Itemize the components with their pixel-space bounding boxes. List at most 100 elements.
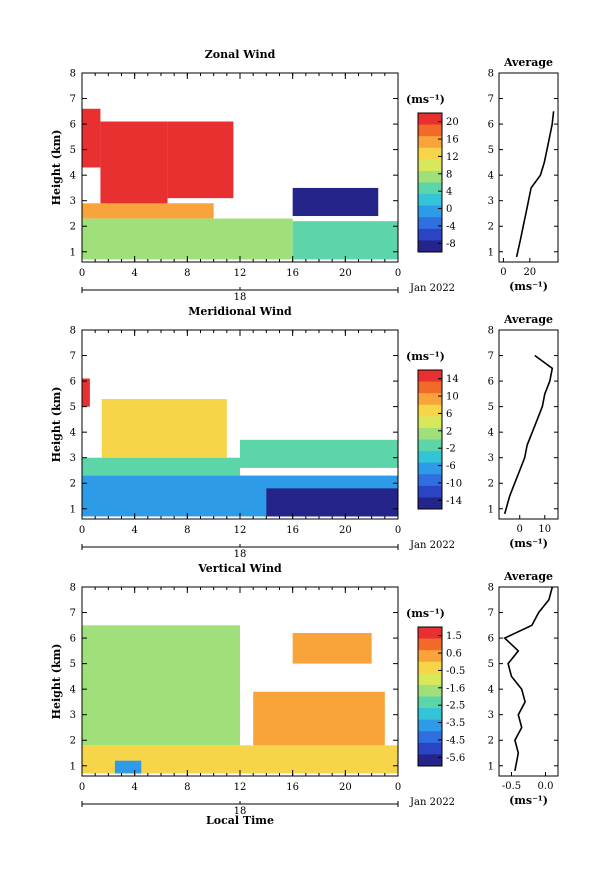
avg-y-tick-label: 1 bbox=[488, 761, 494, 772]
colorbar-swatch bbox=[418, 404, 442, 417]
date-label: Jan 2022 bbox=[409, 283, 455, 294]
average-unit: (ms⁻¹) bbox=[509, 537, 548, 550]
heatmap-cell bbox=[82, 457, 240, 476]
avg-x-tick-label: 0 bbox=[500, 267, 506, 278]
avg-x-tick-label: 10 bbox=[538, 524, 551, 535]
x-tick-label: 8 bbox=[184, 782, 190, 793]
average-frame bbox=[498, 586, 559, 777]
avg-y-tick-label: 6 bbox=[488, 634, 494, 645]
heatmap-cell bbox=[114, 760, 142, 774]
heatmap-cell bbox=[266, 488, 398, 517]
colorbar-tick-label: 1.5 bbox=[446, 631, 462, 642]
colorbar-tick-label: 10 bbox=[446, 392, 459, 403]
x-tick-label: 16 bbox=[286, 268, 299, 279]
avg-y-tick-label: 4 bbox=[488, 428, 494, 439]
avg-y-tick-label: 6 bbox=[488, 377, 494, 388]
panel-title: Vertical Wind bbox=[197, 562, 282, 575]
colorbar-tick-label: 0 bbox=[446, 204, 452, 215]
colorbar-tick-label: 14 bbox=[446, 374, 459, 385]
colorbar-swatch bbox=[418, 136, 442, 149]
colorbar-unit: (ms⁻¹) bbox=[406, 93, 445, 106]
y-tick-label: 5 bbox=[70, 402, 76, 413]
colorbar-tick-label: -1.6 bbox=[446, 683, 465, 694]
heatmap-cell bbox=[82, 108, 101, 168]
average-unit: (ms⁻¹) bbox=[509, 280, 548, 293]
colorbar-tick-label: 8 bbox=[446, 169, 452, 180]
heatmap-cell bbox=[292, 632, 372, 664]
day-label: 18 bbox=[234, 292, 247, 303]
x-tick-label: 4 bbox=[131, 782, 137, 793]
y-tick-label: 7 bbox=[70, 94, 76, 105]
colorbar-swatch bbox=[418, 742, 442, 755]
y-tick-label: 7 bbox=[70, 608, 76, 619]
heatmap-cell bbox=[292, 187, 379, 217]
x-tick-label: 8 bbox=[184, 525, 190, 536]
x-tick-label: 20 bbox=[339, 268, 352, 279]
x-tick-label: 20 bbox=[339, 525, 352, 536]
avg-y-tick-label: 3 bbox=[488, 196, 494, 207]
colorbar-swatch bbox=[418, 638, 442, 651]
y-tick-label: 4 bbox=[70, 685, 76, 696]
colorbar-swatch bbox=[418, 194, 442, 207]
average-frame bbox=[498, 72, 559, 263]
avg-y-tick-label: 7 bbox=[488, 94, 494, 105]
avg-y-tick-label: 1 bbox=[488, 504, 494, 515]
y-tick-label: 6 bbox=[70, 377, 76, 388]
colorbar-swatch bbox=[418, 485, 442, 498]
colorbar-swatch bbox=[418, 673, 442, 686]
heatmap-cell bbox=[101, 398, 227, 458]
colorbar-tick-label: -2.5 bbox=[446, 701, 465, 712]
y-tick-label: 4 bbox=[70, 171, 76, 182]
date-label: Jan 2022 bbox=[409, 540, 455, 551]
colorbar-swatch bbox=[418, 416, 442, 429]
colorbar-unit: (ms⁻¹) bbox=[406, 350, 445, 363]
heatmap-cell bbox=[82, 378, 90, 407]
y-tick-label: 6 bbox=[70, 634, 76, 645]
y-axis-label: Height (km) bbox=[50, 387, 63, 463]
colorbar-swatch bbox=[418, 439, 442, 452]
colorbar-swatch bbox=[418, 159, 442, 172]
colorbar-swatch bbox=[418, 684, 442, 697]
colorbar-frame bbox=[417, 626, 443, 767]
y-tick-label: 2 bbox=[70, 222, 76, 233]
x-tick-label: 0 bbox=[79, 782, 85, 793]
colorbar-swatch bbox=[418, 754, 442, 767]
colorbar-swatch bbox=[418, 205, 442, 218]
panel-title: Meridional Wind bbox=[188, 305, 292, 318]
average-profile-line bbox=[503, 354, 554, 515]
x-tick-label: 4 bbox=[131, 268, 137, 279]
colorbar-swatch bbox=[418, 719, 442, 732]
avg-y-tick-label: 2 bbox=[488, 222, 494, 233]
x-tick-label: 4 bbox=[131, 525, 137, 536]
x-tick-label: 20 bbox=[339, 782, 352, 793]
colorbar-tick-label: 12 bbox=[446, 152, 459, 163]
y-tick-label: 3 bbox=[70, 710, 76, 721]
colorbar-swatch bbox=[418, 627, 442, 640]
avg-y-tick-label: 8 bbox=[488, 69, 494, 80]
avg-y-tick-label: 6 bbox=[488, 120, 494, 131]
colorbar-frame bbox=[417, 112, 443, 253]
average-title: Average bbox=[503, 56, 553, 69]
colorbar-swatch bbox=[418, 170, 442, 183]
colorbar-swatch bbox=[418, 427, 442, 440]
y-axis-label: Height (km) bbox=[50, 644, 63, 720]
avg-y-tick-label: 1 bbox=[488, 247, 494, 258]
average-unit: (ms⁻¹) bbox=[509, 794, 548, 807]
avg-y-tick-label: 7 bbox=[488, 608, 494, 619]
colorbar-tick-label: -4.5 bbox=[446, 735, 465, 746]
avg-x-tick-label: 0.0 bbox=[538, 781, 554, 792]
x-tick-label: 0 bbox=[79, 525, 85, 536]
colorbar-swatch bbox=[418, 217, 442, 230]
avg-x-tick-label: 20 bbox=[523, 267, 536, 278]
heatmap-cell bbox=[292, 221, 398, 260]
colorbar-tick-label: 6 bbox=[446, 409, 452, 420]
colorbar-tick-label: -5.6 bbox=[446, 753, 465, 764]
y-tick-label: 7 bbox=[70, 351, 76, 362]
y-tick-label: 1 bbox=[70, 247, 76, 258]
colorbar-tick-label: 20 bbox=[446, 117, 459, 128]
average-title: Average bbox=[503, 313, 553, 326]
y-tick-label: 4 bbox=[70, 428, 76, 439]
y-tick-label: 3 bbox=[70, 196, 76, 207]
colorbar-tick-label: -14 bbox=[446, 496, 462, 507]
